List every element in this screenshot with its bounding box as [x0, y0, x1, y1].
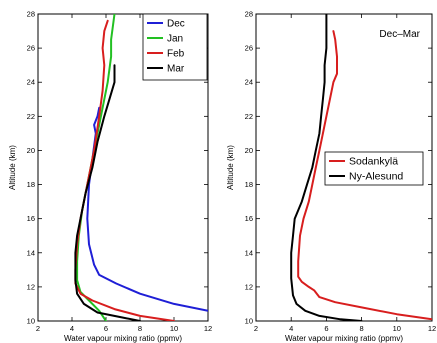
- y-tick-label: 26: [27, 44, 35, 53]
- legend-label: Dec: [167, 19, 185, 30]
- legend: Sodankylä Ny-Alesund: [324, 151, 424, 186]
- x-tick-label: 6: [324, 324, 328, 333]
- series-line-dec: [86, 106, 208, 312]
- y-tick-label: 18: [27, 180, 35, 189]
- legend-label: Feb: [167, 49, 185, 60]
- panel-annotation: Dec–Mar: [379, 29, 420, 40]
- legend: Dec Jan Feb Mar: [142, 13, 208, 81]
- legend-box: [324, 151, 424, 186]
- y-tick-label: 28: [27, 10, 35, 19]
- y-tick-label: 10: [27, 317, 35, 326]
- x-tick-label: 8: [360, 324, 364, 333]
- y-tick-label: 20: [245, 146, 253, 155]
- y-tick-label: 28: [245, 10, 253, 19]
- legend-label: Jan: [167, 34, 183, 45]
- legend-box: [142, 13, 208, 81]
- x-tick-label: 10: [393, 324, 401, 333]
- y-tick-label: 20: [27, 146, 35, 155]
- x-tick-label: 12: [204, 324, 212, 333]
- x-axis-label: Water vapour mixing ratio (ppmv): [285, 334, 403, 343]
- x-tick-label: 2: [254, 324, 258, 333]
- y-tick-label: 22: [245, 112, 253, 121]
- y-tick-label: 16: [27, 214, 35, 223]
- x-axis-label: Water vapour mixing ratio (ppmv): [64, 334, 182, 343]
- series-line-jan: [76, 14, 116, 321]
- y-tick-label: 24: [27, 78, 35, 87]
- y-tick-label: 18: [245, 180, 253, 189]
- series-line-ny-alesund: [290, 14, 363, 321]
- y-tick-label: 12: [27, 282, 35, 291]
- x-tick-label: 12: [428, 324, 436, 333]
- series-line-sodankyl-: [297, 30, 432, 321]
- y-tick-label: 12: [245, 282, 253, 291]
- x-tick-label: 4: [70, 324, 74, 333]
- x-tick-label: 6: [104, 324, 108, 333]
- plot-area-frame: [37, 13, 209, 322]
- x-tick-label: 10: [170, 324, 178, 333]
- plot-area-frame: [255, 13, 433, 322]
- x-tick-label: 2: [36, 324, 40, 333]
- y-axis-label: Altitude (km): [8, 145, 17, 190]
- y-axis-label: Altitude (km): [226, 145, 235, 190]
- x-tick-label: 4: [289, 324, 293, 333]
- y-tick-label: 22: [27, 112, 35, 121]
- legend-label: Sodankylä: [349, 156, 398, 168]
- legend-label: Mar: [167, 64, 185, 75]
- y-tick-label: 14: [27, 248, 35, 257]
- series-line-mar: [74, 64, 141, 321]
- y-tick-label: 26: [245, 44, 253, 53]
- y-tick-label: 16: [245, 214, 253, 223]
- y-tick-label: 14: [245, 248, 253, 257]
- legend-label: Ny-Alesund: [349, 171, 403, 183]
- y-tick-label: 10: [245, 317, 253, 326]
- x-tick-label: 8: [138, 324, 142, 333]
- y-tick-label: 24: [245, 78, 253, 87]
